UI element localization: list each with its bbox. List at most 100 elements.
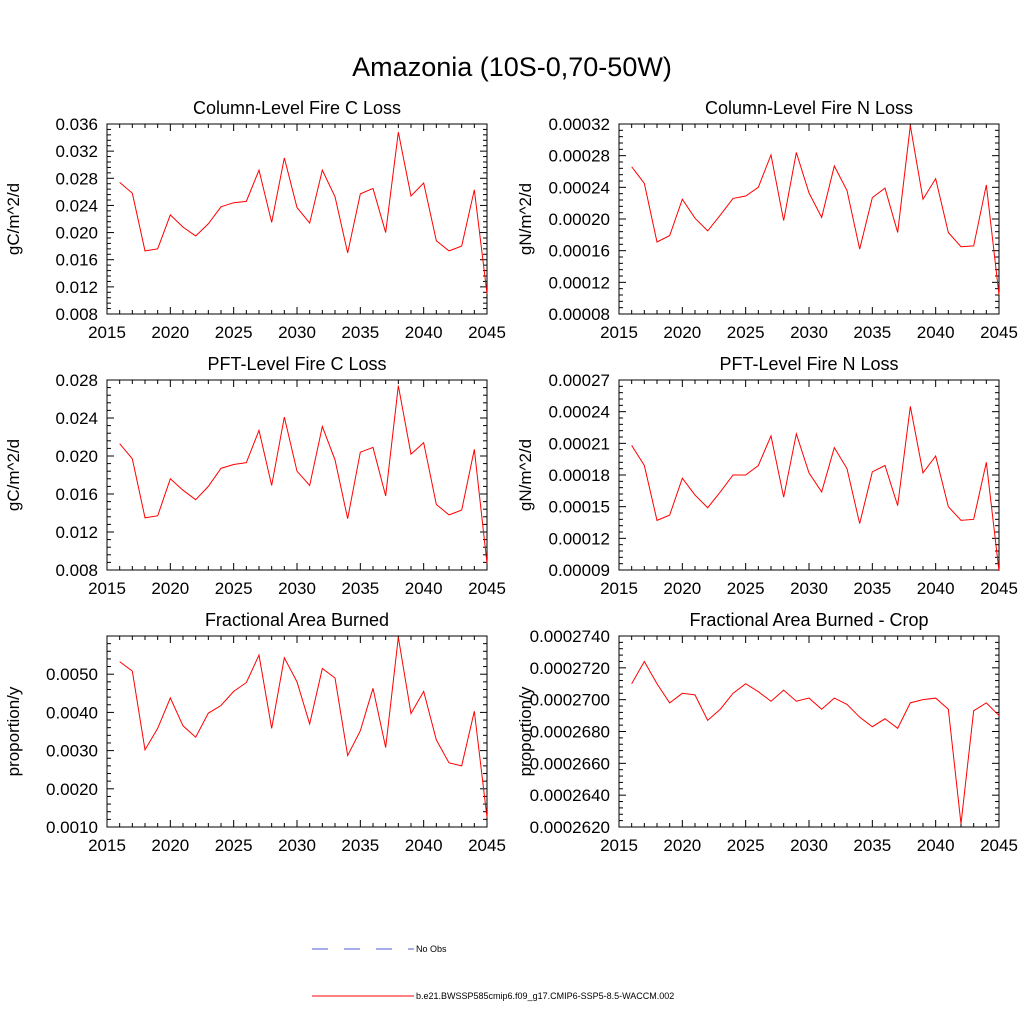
- y-tick-label: 0.00015: [549, 498, 610, 517]
- chart-panel-4: 2015 2020 2025 2030 2035 2040 2045 0.00009 0.000…: [516, 354, 1018, 598]
- chart-panel-5: 2015 2020 2025 2030 2035 2040 2045 0.0010 0.0020…: [4, 610, 506, 855]
- y-tick-label: 0.00020: [549, 210, 610, 229]
- x-tick-label: 2020: [151, 323, 189, 342]
- x-tick-label: 2025: [215, 836, 253, 855]
- y-tick-label: 0.00024: [549, 178, 610, 197]
- x-tick-label: 2035: [853, 323, 891, 342]
- x-tick-label: 2040: [917, 836, 955, 855]
- x-tick-label: 2020: [151, 836, 189, 855]
- y-tick-label: 0.020: [55, 447, 98, 466]
- x-tick-label: 2015: [88, 579, 126, 598]
- plot-frame: [618, 123, 1000, 315]
- x-tick-label: 2035: [341, 579, 379, 598]
- x-tick-label: 2035: [853, 836, 891, 855]
- y-tick-label: 0.0030: [46, 742, 98, 761]
- y-tick-label: 0.0020: [46, 780, 98, 799]
- y-tick-label: 0.0002740: [530, 627, 610, 646]
- plot-frame: [618, 635, 1000, 828]
- y-tick-label: 0.0010: [46, 818, 98, 837]
- y-axis-label: gC/m^2/d: [4, 183, 23, 255]
- x-tick-label: 2020: [663, 836, 701, 855]
- y-tick-label: 0.0002640: [530, 786, 610, 805]
- x-tick-label: 2045: [468, 579, 506, 598]
- y-tick-label: 0.00016: [549, 242, 610, 261]
- y-tick-label: 0.00018: [549, 466, 610, 485]
- x-tick-label: 2030: [790, 836, 828, 855]
- x-tick-label: 2030: [790, 323, 828, 342]
- series-line: [631, 660, 1000, 824]
- x-tick-label: 2025: [215, 323, 253, 342]
- y-tick-label: 0.0002700: [530, 691, 610, 710]
- x-tick-label: 2030: [790, 579, 828, 598]
- y-tick-label: 0.024: [55, 409, 98, 428]
- y-tick-label: 0.0002660: [530, 754, 610, 773]
- plot-frame: [106, 123, 488, 315]
- x-tick-label: 2015: [600, 836, 638, 855]
- series-line: [119, 637, 488, 818]
- x-tick-label: 2040: [917, 323, 955, 342]
- y-axis-label: gN/m^2/d: [516, 183, 535, 255]
- y-tick-label: 0.0002720: [530, 659, 610, 678]
- y-tick-label: 0.0002680: [530, 723, 610, 742]
- x-tick-label: 2025: [215, 579, 253, 598]
- y-tick-label: 0.008: [55, 561, 98, 580]
- chart-panel-3: 2015 2020 2025 2030 2035 2040 2045 0.008 0.012 0.…: [4, 354, 506, 598]
- x-tick-label: 2040: [405, 579, 443, 598]
- y-tick-label: 0.016: [55, 251, 98, 270]
- y-tick-label: 0.00032: [549, 115, 610, 134]
- y-tick-label: 0.00024: [549, 403, 610, 422]
- x-tick-label: 2015: [88, 323, 126, 342]
- x-tick-label: 2020: [151, 579, 189, 598]
- x-tick-label: 2045: [468, 323, 506, 342]
- y-tick-label: 0.00012: [549, 273, 610, 292]
- panel-title: PFT-Level Fire N Loss: [719, 354, 898, 374]
- x-tick-label: 2035: [341, 323, 379, 342]
- y-tick-label: 0.00021: [549, 434, 610, 453]
- y-tick-label: 0.020: [55, 224, 98, 243]
- legend-obs-label: No Obs: [416, 944, 447, 954]
- y-tick-label: 0.012: [55, 278, 98, 297]
- figure-title: Amazonia (10S-0,70-50W): [352, 52, 672, 82]
- y-tick-label: 0.00009: [549, 561, 610, 580]
- x-tick-label: 2035: [853, 579, 891, 598]
- x-tick-label: 2040: [405, 836, 443, 855]
- x-tick-label: 2025: [727, 323, 765, 342]
- x-tick-label: 2015: [600, 323, 638, 342]
- x-tick-label: 2030: [278, 836, 316, 855]
- x-tick-label: 2030: [278, 323, 316, 342]
- y-tick-label: 0.00027: [549, 371, 610, 390]
- x-tick-label: 2015: [88, 836, 126, 855]
- y-tick-label: 0.00028: [549, 147, 610, 166]
- legend: No Obs b.e21.BWSSP585cmip6.f09_g17.CMIP6…: [312, 944, 674, 1001]
- y-axis-label: gC/m^2/d: [4, 439, 23, 511]
- panel-title: Column-Level Fire C Loss: [193, 98, 401, 118]
- y-tick-label: 0.00008: [549, 305, 610, 324]
- x-tick-label: 2045: [980, 323, 1018, 342]
- y-tick-label: 0.0050: [46, 665, 98, 684]
- series-line: [119, 385, 488, 564]
- plot-frame: [106, 635, 488, 828]
- y-axis-label: proportion/y: [516, 686, 535, 776]
- y-tick-label: 0.036: [55, 115, 98, 134]
- y-tick-label: 0.0002620: [530, 818, 610, 837]
- x-tick-label: 2020: [663, 579, 701, 598]
- chart-panel-1: 2015 2020 2025 2030 2035 2040 2045 0.008 0.012 0.…: [4, 98, 506, 342]
- panel-title: Fractional Area Burned: [205, 610, 389, 630]
- x-tick-label: 2045: [468, 836, 506, 855]
- plot-frame: [618, 379, 1000, 571]
- series-line: [631, 406, 1000, 572]
- series-line: [631, 125, 1000, 296]
- x-tick-label: 2030: [278, 579, 316, 598]
- y-tick-label: 0.032: [55, 142, 98, 161]
- x-tick-label: 2025: [727, 836, 765, 855]
- panel-title: Fractional Area Burned - Crop: [689, 610, 928, 630]
- series-line: [119, 132, 488, 294]
- panel-title: Column-Level Fire N Loss: [705, 98, 913, 118]
- x-tick-label: 2040: [917, 579, 955, 598]
- y-tick-label: 0.012: [55, 523, 98, 542]
- y-tick-label: 0.0040: [46, 703, 98, 722]
- y-axis-label: proportion/y: [4, 686, 23, 776]
- chart-panel-2: 2015 2020 2025 2030 2035 2040 2045 0.00008 0.000…: [516, 98, 1018, 342]
- y-tick-label: 0.008: [55, 305, 98, 324]
